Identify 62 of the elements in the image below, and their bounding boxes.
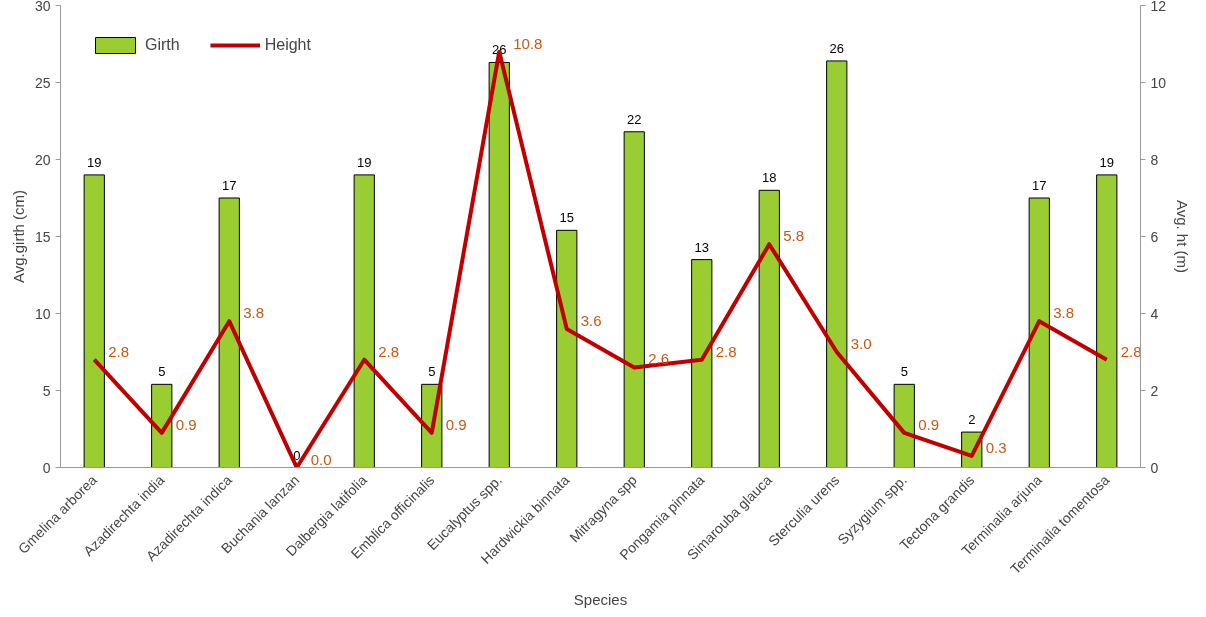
data-label: 17 <box>222 178 237 193</box>
data-label: 2.8 <box>108 342 130 360</box>
bar <box>691 259 713 468</box>
y-tick-label: 5 <box>42 382 51 399</box>
data-label: 0.0 <box>310 450 332 468</box>
data-label: 5 <box>158 364 166 380</box>
y2-tick-label: 2 <box>1150 382 1159 399</box>
bar <box>488 61 510 468</box>
bar <box>1096 174 1118 468</box>
y2-tick-label: 0 <box>1150 459 1159 476</box>
y-tick-label: 25 <box>34 74 51 91</box>
data-label: 15 <box>559 210 574 226</box>
data-label: 26 <box>829 40 844 56</box>
data-label: 2 <box>968 412 976 428</box>
data-label: 3.0 <box>850 335 872 352</box>
y2-tick-label: 12 <box>1150 0 1167 14</box>
data-label: 5.8 <box>783 227 805 245</box>
data-label: 19 <box>87 154 102 170</box>
data-label: 2.8 <box>715 342 737 360</box>
data-label: 0.9 <box>445 415 467 433</box>
y2-tick-label: 8 <box>1150 151 1159 168</box>
data-label: 0.3 <box>985 438 1007 456</box>
data-label: 13 <box>694 239 709 255</box>
legend-label: Height <box>264 36 311 54</box>
y-tick-label: 0 <box>42 459 51 476</box>
data-label: 3.6 <box>580 311 602 329</box>
data-label: 19 <box>357 154 372 170</box>
data-label: 18 <box>762 170 777 186</box>
data-label: 5 <box>428 364 436 380</box>
bar <box>623 131 645 468</box>
data-label: 3.8 <box>243 304 265 322</box>
y-tick-label: 10 <box>34 305 51 322</box>
data-label: 10.8 <box>513 34 543 52</box>
data-label: 5 <box>900 364 908 380</box>
y2-tick-label: 6 <box>1150 228 1159 245</box>
x-axis-title: Species <box>573 590 628 608</box>
bar <box>353 174 375 468</box>
y2-axis-title: Avg. ht (m) <box>1174 199 1192 274</box>
bar <box>1028 197 1050 468</box>
bar <box>83 174 105 468</box>
data-label: 0.9 <box>175 415 197 433</box>
data-label: 17 <box>1032 178 1047 193</box>
y-axis-title: Avg.girth (cm) <box>9 189 27 284</box>
data-label: 22 <box>627 111 642 127</box>
y-tick-label: 15 <box>34 228 51 245</box>
bar <box>758 189 780 468</box>
legend-label: Girth <box>145 36 180 54</box>
bar <box>556 229 578 468</box>
y2-tick-label: 4 <box>1150 305 1159 322</box>
data-label: 0 <box>293 447 301 463</box>
data-label: 2.6 <box>648 350 670 368</box>
y-tick-label: 30 <box>34 0 51 14</box>
data-label: 3.8 <box>1053 304 1075 322</box>
bar <box>826 60 848 468</box>
data-label: 19 <box>1099 154 1114 170</box>
y-tick-label: 20 <box>34 151 51 168</box>
bar <box>151 383 173 468</box>
y2-tick-label: 10 <box>1150 74 1167 91</box>
bar <box>218 197 240 468</box>
bar <box>893 383 915 468</box>
data-label: 0.9 <box>918 415 940 433</box>
data-label: 2.8 <box>378 342 400 360</box>
